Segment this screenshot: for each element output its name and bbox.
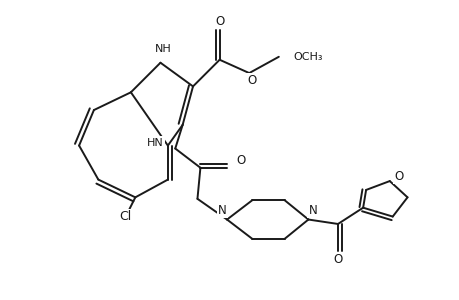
Text: HN: HN (146, 138, 163, 148)
Text: NH: NH (155, 44, 171, 54)
Text: O: O (247, 74, 256, 87)
Text: N: N (218, 204, 226, 217)
Text: O: O (235, 154, 245, 167)
Text: O: O (393, 170, 403, 183)
Text: O: O (333, 253, 342, 266)
Text: Cl: Cl (118, 210, 131, 223)
Text: OCH₃: OCH₃ (293, 52, 322, 62)
Text: O: O (214, 15, 224, 28)
Text: N: N (308, 204, 317, 217)
